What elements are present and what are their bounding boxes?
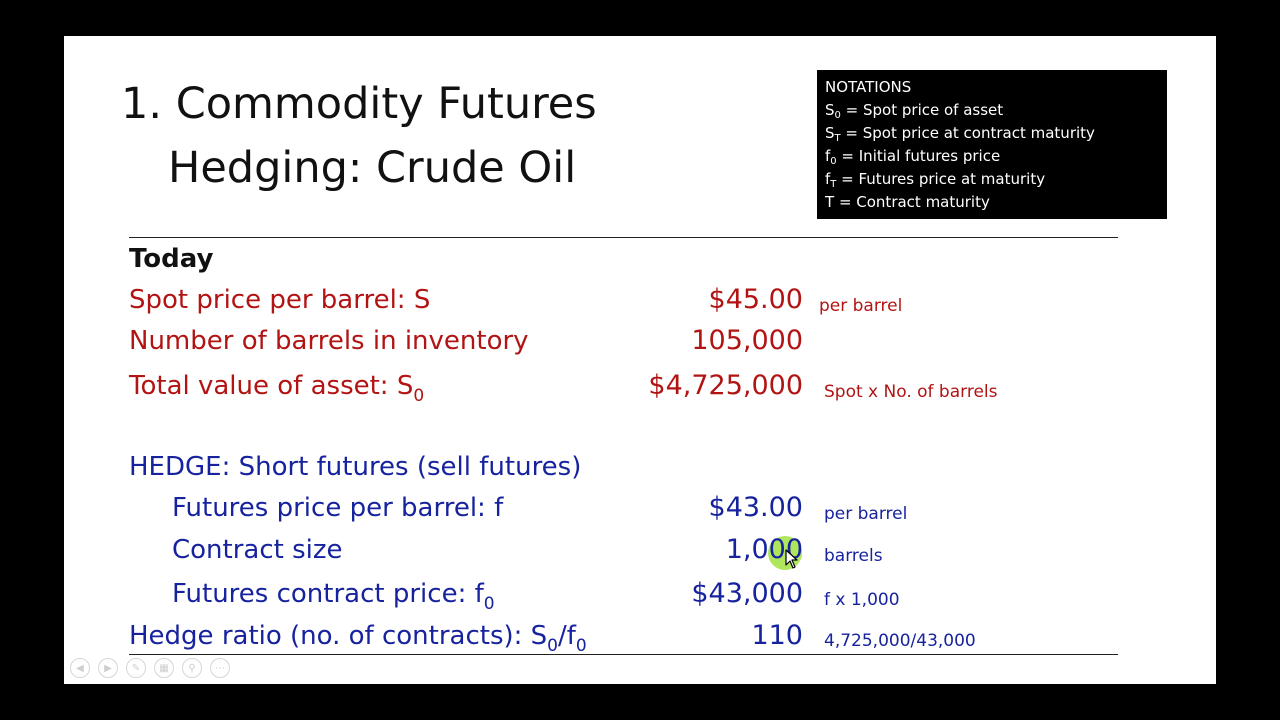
mouse-pointer-icon <box>785 549 798 569</box>
futures-price-label: Futures price per barrel: f <box>172 493 504 523</box>
barrels-label: Number of barrels in inventory <box>129 326 529 356</box>
contract-price-value: $43,000 <box>691 578 803 609</box>
spot-price-value: $45.00 <box>708 284 803 315</box>
slide: 1. Commodity Futures Hedging: Crude Oil … <box>64 36 1216 684</box>
total-value-value: $4,725,000 <box>648 370 803 401</box>
hedge-ratio-value: 110 <box>751 620 803 651</box>
cursor-highlight <box>768 536 802 570</box>
contract-size-label: Contract size <box>172 535 343 565</box>
notations-heading: NOTATIONS <box>825 78 912 96</box>
contract-size-note: barrels <box>824 546 883 566</box>
notation-item: fT = Futures price at maturity <box>825 170 1046 190</box>
spot-price-label: Spot price per barrel: S <box>129 285 431 315</box>
slideshow-controls: ◀ ▶ ✎ ▦ ⚲ ⋯ <box>70 658 230 678</box>
notation-item: ST = Spot price at contract maturity <box>825 124 1095 144</box>
contract-price-label: Futures contract price: f0 <box>172 579 495 614</box>
previous-slide-icon[interactable]: ◀ <box>70 658 90 678</box>
bottom-divider <box>129 654 1118 655</box>
zoom-icon[interactable]: ⚲ <box>182 658 202 678</box>
pen-icon[interactable]: ✎ <box>126 658 146 678</box>
futures-price-note: per barrel <box>824 504 908 524</box>
notations-box: NOTATIONS S0 = Spot price of asset ST = … <box>817 70 1167 219</box>
notation-item: S0 = Spot price of asset <box>825 101 1004 121</box>
total-value-note: Spot x No. of barrels <box>824 382 998 402</box>
slides-grid-icon[interactable]: ▦ <box>154 658 174 678</box>
more-options-icon[interactable]: ⋯ <box>210 658 230 678</box>
slide-title-line-2: Hedging: Crude Oil <box>168 143 577 193</box>
spot-price-note: per barrel <box>819 296 903 316</box>
futures-price-value: $43.00 <box>708 492 803 523</box>
barrels-value: 105,000 <box>691 325 803 356</box>
hedge-ratio-note: 4,725,000/43,000 <box>824 631 976 651</box>
hedge-heading: HEDGE: Short futures (sell futures) <box>129 452 582 482</box>
contract-price-note: f x 1,000 <box>824 590 900 610</box>
hedge-ratio-label: Hedge ratio (no. of contracts): S0/f0 <box>129 621 587 656</box>
slide-title-line-1: 1. Commodity Futures <box>121 79 597 129</box>
total-value-label: Total value of asset: S0 <box>129 371 425 406</box>
next-slide-icon[interactable]: ▶ <box>98 658 118 678</box>
notation-item: T = Contract maturity <box>825 193 990 211</box>
notation-item: f0 = Initial futures price <box>825 147 1001 167</box>
today-heading: Today <box>129 244 214 274</box>
top-divider <box>129 237 1118 238</box>
